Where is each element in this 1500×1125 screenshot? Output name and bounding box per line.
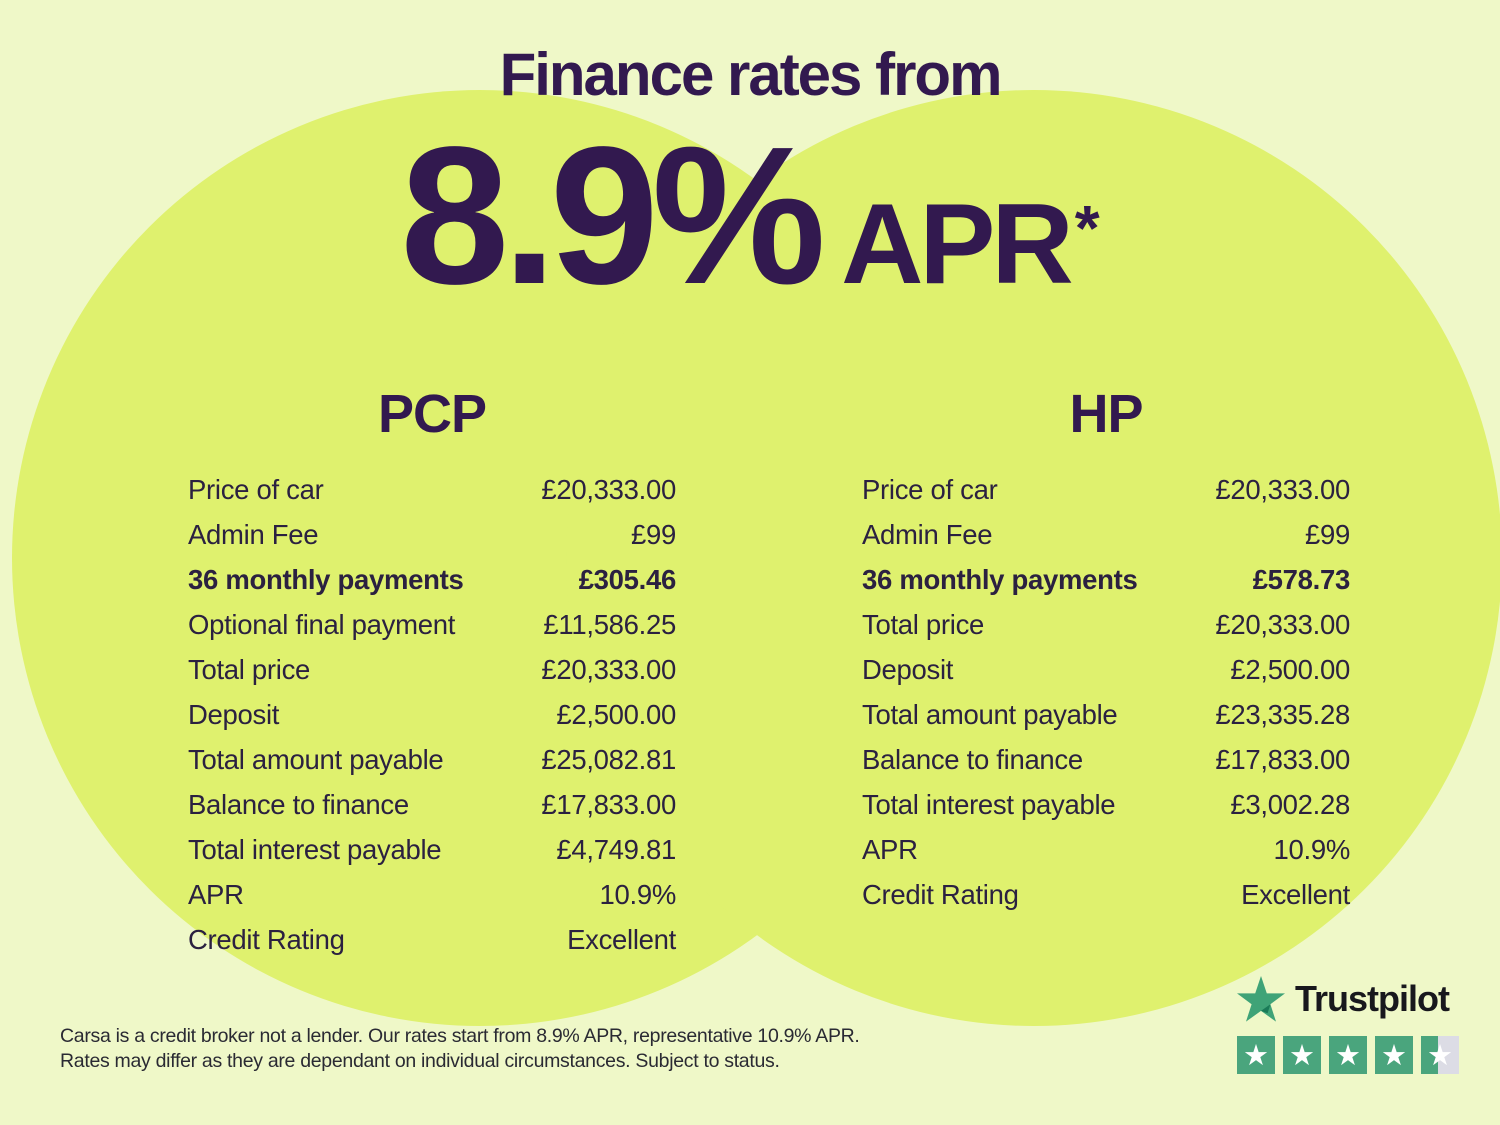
hp-title: HP [1069, 384, 1143, 444]
row-label: Credit Rating [188, 924, 345, 955]
star-icon: ★ [1243, 1037, 1269, 1072]
row-label: Total amount payable [188, 744, 444, 775]
headline-rate: 8.9% APR * [0, 118, 1500, 314]
table-row: Total interest payable £4,749.81 [188, 833, 676, 867]
disclaimer-line-1: Carsa is a credit broker not a lender. O… [60, 1025, 860, 1047]
row-label: Price of car [188, 474, 324, 505]
row-value: £20,333.00 [1215, 609, 1350, 640]
row-value: Excellent [1241, 879, 1350, 910]
trustpilot-star-icon [1237, 976, 1285, 1022]
row-value: £578.73 [1252, 564, 1351, 595]
row-label: APR [862, 834, 918, 865]
trustpilot-widget[interactable]: Trustpilot ★ ★ ★ ★ [1237, 976, 1459, 1074]
row-label: Total price [188, 654, 311, 685]
table-row: Admin Fee £99 [188, 518, 676, 552]
row-label: Credit Rating [862, 879, 1019, 910]
row-value: £2,500.00 [1230, 654, 1350, 685]
row-value: £4,749.81 [556, 834, 676, 865]
table-row: Total price £20,333.00 [862, 608, 1350, 642]
row-value: £99 [631, 519, 676, 550]
row-value: £20,333.00 [541, 654, 676, 685]
row-label: Total price [862, 609, 985, 640]
trustpilot-logo: Trustpilot [1237, 976, 1459, 1022]
pcp-column: PCP Price of car £20,333.00 Admin Fee £9… [188, 384, 676, 968]
rate-suffix: APR [841, 181, 1074, 308]
trustpilot-rating-stars: ★ ★ ★ ★ ★ [1237, 1036, 1459, 1074]
table-row: Deposit £2,500.00 [188, 698, 676, 732]
page-title: Finance rates from [499, 41, 1003, 108]
table-row: 36 monthly payments £305.46 [188, 563, 676, 597]
table-row: APR 10.9% [862, 833, 1350, 867]
row-value: £23,335.28 [1215, 699, 1350, 730]
table-row: Credit Rating Excellent [188, 923, 676, 957]
row-label: Balance to finance [188, 789, 409, 820]
row-value: £3,002.28 [1230, 789, 1350, 820]
rating-star-box: ★ [1421, 1036, 1459, 1074]
row-value: £17,833.00 [1215, 744, 1350, 775]
disclaimer-line-2: Rates may differ as they are dependant o… [60, 1050, 780, 1072]
row-value: £20,333.00 [1215, 474, 1350, 505]
row-label: Deposit [862, 654, 954, 685]
row-value: £305.46 [578, 564, 677, 595]
row-label: Total interest payable [188, 834, 442, 865]
rating-star-box: ★ [1283, 1036, 1321, 1074]
rating-star-box: ★ [1375, 1036, 1413, 1074]
rating-star-box: ★ [1329, 1036, 1367, 1074]
row-label: Price of car [862, 474, 998, 505]
table-row: Balance to finance £17,833.00 [862, 743, 1350, 777]
table-row: Total price £20,333.00 [188, 653, 676, 687]
trustpilot-wordmark: Trustpilot [1295, 978, 1450, 1019]
row-value: £25,082.81 [541, 744, 676, 775]
background-circle-right [566, 90, 1500, 1026]
row-value: £2,500.00 [556, 699, 676, 730]
disclaimer: Carsa is a credit broker not a lender. O… [60, 1024, 860, 1074]
row-value: £17,833.00 [541, 789, 676, 820]
row-label: 36 monthly payments [188, 564, 464, 595]
row-label: Admin Fee [188, 519, 319, 550]
row-label: APR [188, 879, 244, 910]
star-icon: ★ [1381, 1037, 1407, 1072]
table-row: Optional final payment £11,586.25 [188, 608, 676, 642]
hp-table: Price of car £20,333.00 Admin Fee £99 36… [862, 473, 1350, 912]
table-row: Total amount payable £25,082.81 [188, 743, 676, 777]
pcp-title: PCP [377, 384, 487, 444]
table-row: Admin Fee £99 [862, 518, 1350, 552]
star-icon: ★ [1335, 1037, 1361, 1072]
row-label: Optional final payment [188, 609, 456, 640]
table-row: Balance to finance £17,833.00 [188, 788, 676, 822]
row-value: £20,333.00 [541, 474, 676, 505]
row-label: Total amount payable [862, 699, 1118, 730]
row-value: Excellent [567, 924, 676, 955]
table-row: Total amount payable £23,335.28 [862, 698, 1350, 732]
row-value: 10.9% [599, 879, 677, 910]
table-row: Credit Rating Excellent [862, 878, 1350, 912]
table-row: Price of car £20,333.00 [188, 473, 676, 507]
row-label: Deposit [188, 699, 280, 730]
rating-star-box: ★ [1237, 1036, 1275, 1074]
row-label: Balance to finance [862, 744, 1083, 775]
table-row: 36 monthly payments £578.73 [862, 563, 1350, 597]
hp-column: HP Price of car £20,333.00 Admin Fee £99… [862, 384, 1350, 923]
star-icon: ★ [1289, 1037, 1315, 1072]
table-row: Deposit £2,500.00 [862, 653, 1350, 687]
row-label: 36 monthly payments [862, 564, 1138, 595]
row-value: 10.9% [1273, 834, 1351, 865]
row-label: Admin Fee [862, 519, 993, 550]
star-icon: ★ [1427, 1037, 1453, 1072]
row-value: £99 [1305, 519, 1350, 550]
table-row: Total interest payable £3,002.28 [862, 788, 1350, 822]
rate-value: 8.9% [400, 106, 826, 325]
pcp-table: Price of car £20,333.00 Admin Fee £99 36… [188, 473, 676, 957]
table-row: Price of car £20,333.00 [862, 473, 1350, 507]
row-value: £11,586.25 [543, 609, 676, 640]
row-label: Total interest payable [862, 789, 1116, 820]
rate-asterisk: * [1074, 192, 1100, 264]
table-row: APR 10.9% [188, 878, 676, 912]
